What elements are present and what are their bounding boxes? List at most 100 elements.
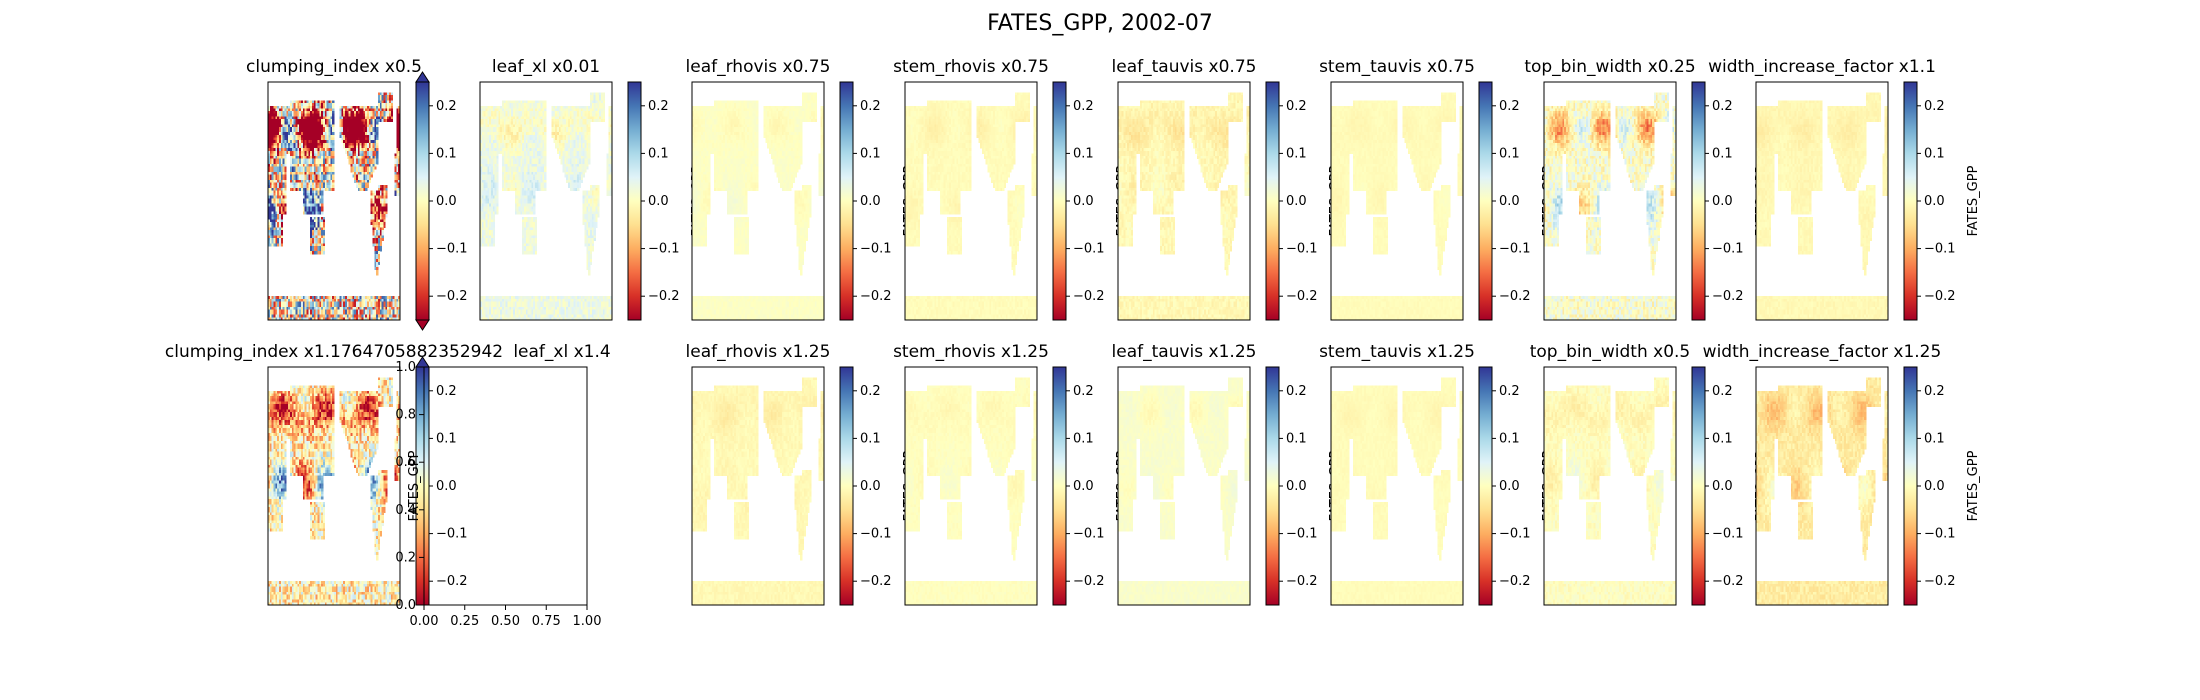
grid-cell: [323, 243, 325, 246]
grid-cell: [391, 111, 393, 114]
grid-cell: [321, 204, 323, 207]
heatmap: [268, 93, 400, 321]
grid-cell: [281, 230, 283, 233]
grid-cell: [323, 251, 325, 254]
grid-cell: [544, 114, 546, 117]
grid-cell: [285, 180, 287, 183]
grid-cell: [332, 135, 334, 138]
grid-cell: [321, 190, 323, 193]
grid-cell: [544, 111, 546, 114]
grid-cell: [321, 212, 323, 215]
colorbar-tick-label: 0.1: [436, 146, 457, 161]
grid-cell: [285, 169, 287, 172]
grid-cell: [376, 156, 378, 159]
grid-cell: [332, 182, 334, 185]
grid-cell: [369, 177, 371, 180]
grid-cell: [332, 108, 334, 111]
grid-cell: [382, 238, 384, 241]
grid-cell: [385, 209, 387, 212]
grid-cell: [321, 206, 323, 209]
grid-cell: [285, 196, 287, 199]
grid-cell: [376, 124, 378, 127]
grid-cell: [321, 209, 323, 212]
grid-cell: [332, 156, 334, 159]
grid-cell: [332, 153, 334, 156]
colorbar-tick-label: 0.2: [436, 99, 457, 114]
grid-cell: [391, 116, 393, 119]
grid-cell: [332, 132, 334, 135]
grid-cell: [378, 257, 380, 260]
grid-cell: [332, 151, 334, 154]
grid-cell: [376, 135, 378, 138]
grid-cell: [376, 140, 378, 143]
colorbar-tick-label: −0.1: [436, 242, 468, 257]
grid-cell: [321, 201, 323, 204]
grid-cell: [380, 246, 382, 249]
grid-cell: [332, 101, 334, 104]
grid-cell: [332, 188, 334, 191]
grid-cell: [603, 119, 605, 122]
grid-cell: [376, 127, 378, 130]
grid-cell: [285, 159, 287, 162]
panel-title: leaf_xl x0.01: [492, 57, 600, 77]
grid-cell: [391, 103, 393, 106]
grid-cell: [332, 124, 334, 127]
panel-grid: clumping_index x0.50.20.10.0−0.1−0.2leaf…: [165, 57, 1981, 629]
grid-cell: [323, 238, 325, 241]
grid-cell: [376, 264, 378, 267]
grid-cell: [371, 175, 373, 178]
grid-cell: [285, 153, 287, 156]
grid-cell: [323, 235, 325, 238]
grid-cell: [380, 243, 382, 246]
grid-cell: [544, 119, 546, 122]
figure-title: FATES_GPP, 2002-07: [987, 11, 1213, 36]
grid-cell: [376, 161, 378, 164]
grid-cell: [281, 235, 283, 238]
grid-cell: [378, 254, 380, 257]
grid-cell: [285, 212, 287, 215]
grid-cell: [376, 153, 378, 156]
grid-cell: [376, 143, 378, 146]
grid-cell: [380, 241, 382, 244]
grid-cell: [391, 93, 393, 96]
grid-cell: [385, 196, 387, 199]
grid-cell: [332, 138, 334, 141]
grid-cell: [285, 172, 287, 175]
grid-cell: [384, 225, 386, 228]
grid-cell: [376, 159, 378, 162]
grid-cell: [285, 188, 287, 191]
grid-cell: [281, 227, 283, 230]
grid-cell: [544, 116, 546, 119]
grid-cell: [384, 222, 386, 225]
grid-cell: [323, 227, 325, 230]
colorbar: [416, 82, 429, 320]
grid-cell: [603, 95, 605, 98]
panel-1: clumping_index x0.50.20.10.0−0.1−0.2: [246, 57, 468, 330]
grid-cell: [376, 270, 378, 273]
grid-cell: [382, 235, 384, 238]
grid-cell: [385, 206, 387, 209]
grid-cell: [378, 262, 380, 265]
grid-cell: [285, 156, 287, 159]
grid-cell: [321, 196, 323, 199]
grid-cell: [281, 243, 283, 246]
grid-cell: [603, 106, 605, 109]
grid-cell: [332, 106, 334, 109]
grid-cell: [332, 145, 334, 148]
grid-cell: [321, 198, 323, 201]
grid-cell: [285, 164, 287, 167]
grid-cell: [391, 95, 393, 98]
grid-cell: [603, 116, 605, 119]
colorbar-extend-min: [416, 320, 429, 330]
grid-cell: [603, 103, 605, 106]
grid-cell: [332, 167, 334, 170]
grid-cell: [376, 267, 378, 270]
grid-cell: [285, 198, 287, 201]
grid-cell: [391, 108, 393, 111]
grid-cell: [332, 177, 334, 180]
grid-cell: [603, 111, 605, 114]
grid-cell: [391, 98, 393, 101]
grid-cell: [323, 222, 325, 225]
grid-cell: [285, 167, 287, 170]
